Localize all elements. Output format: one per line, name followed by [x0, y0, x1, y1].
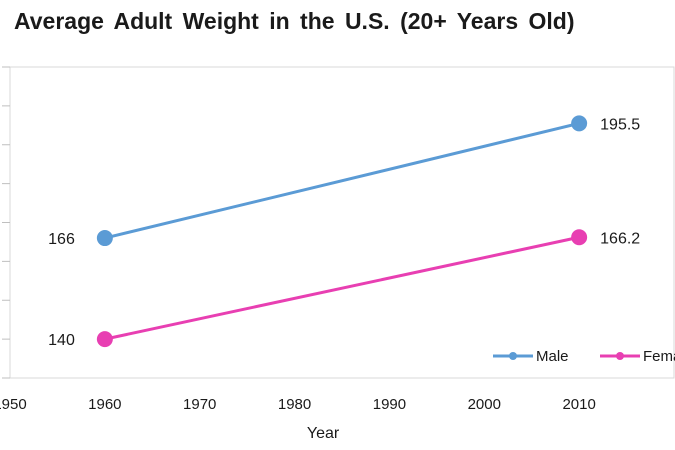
- data-point: [96, 230, 113, 247]
- series-line: [104, 121, 580, 240]
- legend-item-male: Male: [493, 348, 569, 365]
- series-female: 140 166.2: [48, 229, 640, 349]
- legend-label: Female: [643, 348, 675, 365]
- legend-marker: [509, 352, 517, 360]
- x-tick-label: 1950: [0, 396, 27, 413]
- data-label: 166: [48, 231, 75, 248]
- data-label: 195.5: [600, 116, 640, 133]
- data-point: [571, 115, 588, 132]
- legend-marker: [616, 352, 624, 360]
- x-tick-label: 2010: [562, 396, 595, 413]
- legend-label: Male: [536, 348, 569, 365]
- series-line: [104, 235, 580, 341]
- x-tick-label: 1960: [88, 396, 121, 413]
- x-axis-tick-labels: 1950 1960 1970 1980 1990 2000 2010: [0, 396, 596, 413]
- data-point: [571, 229, 588, 246]
- series-group: 166 195.5 140 166.2: [48, 115, 640, 349]
- x-tick-label: 1980: [278, 396, 311, 413]
- legend-item-female: Female: [600, 348, 675, 365]
- x-axis-label: Year: [307, 425, 340, 442]
- plot-border: [9, 66, 675, 379]
- y-axis-ticks: [2, 66, 10, 379]
- x-tick-label: 1970: [183, 396, 216, 413]
- data-point: [96, 331, 113, 348]
- series-male: 166 195.5: [48, 115, 640, 248]
- x-tick-label: 2000: [468, 396, 501, 413]
- legend: Male Female: [493, 348, 675, 365]
- chart-title: Average Adult Weight in the U.S. (20+ Ye…: [14, 8, 575, 34]
- data-label: 166.2: [600, 230, 640, 247]
- plot-frame: [9, 66, 675, 379]
- data-label: 140: [48, 332, 75, 349]
- x-tick-label: 1990: [373, 396, 406, 413]
